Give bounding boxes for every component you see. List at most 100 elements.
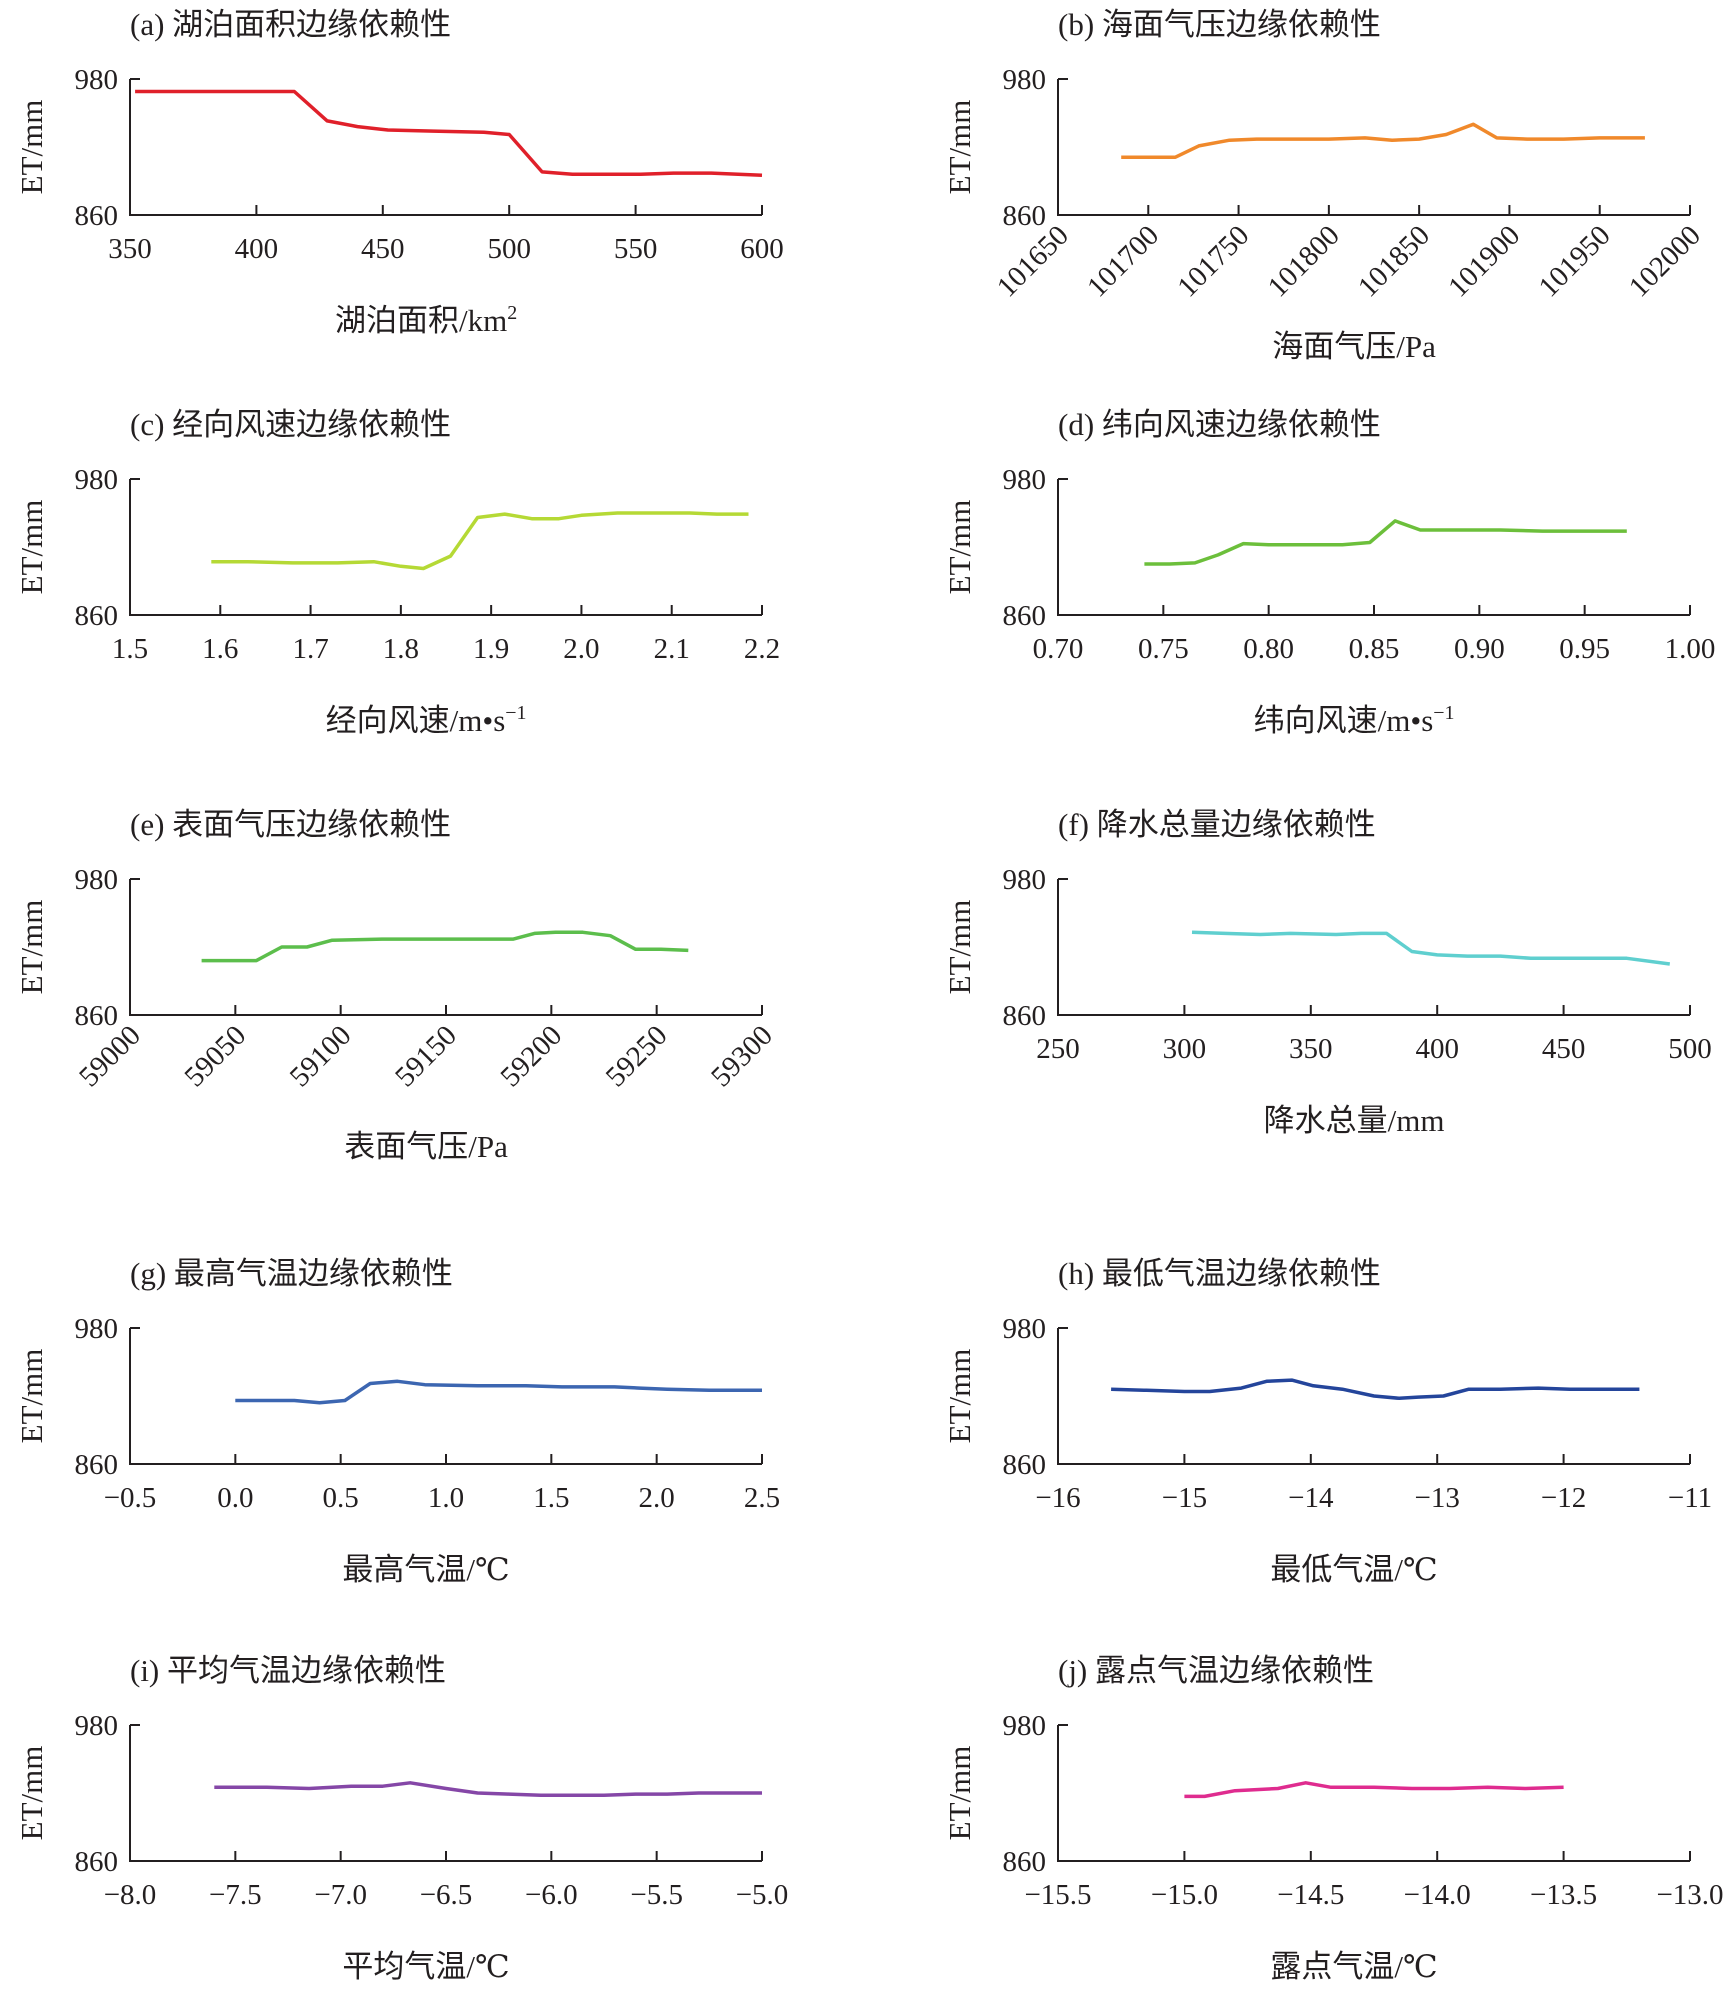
y-tick-label: 860 xyxy=(75,1000,119,1032)
x-tick-label: −8.0 xyxy=(104,1879,157,1911)
x-axis-label: 海面气压/Pa xyxy=(1272,329,1436,364)
y-axis-label: ET/mm xyxy=(942,900,977,995)
chart-panel-d: (d) 纬向风速边缘依赖性 860 980 ET/mm 0.70 0.75 0.80 0.85… xyxy=(942,407,1715,738)
x-tick-label: −15.5 xyxy=(1024,1879,1091,1911)
x-tick-label: 102000 xyxy=(1623,219,1707,303)
series-line xyxy=(1184,1781,1564,1799)
x-tick-label: 1.5 xyxy=(112,633,148,665)
x-tick-label: −5.0 xyxy=(736,1879,789,1911)
x-tick-label: 350 xyxy=(108,233,152,265)
chart-title: (j) 露点气温边缘依赖性 xyxy=(1058,1653,1374,1688)
x-tick-label: 550 xyxy=(614,233,658,265)
chart-panel-j: (j) 露点气温边缘依赖性 860 980 ET/mm −15.5 −15.0 −14.5 −… xyxy=(942,1653,1724,1984)
x-axis-label: 湖泊面积/km2 xyxy=(335,302,517,338)
series-line xyxy=(1111,1378,1640,1401)
x-tick-label: 1.8 xyxy=(383,633,419,665)
x-tick-label: 101750 xyxy=(1171,219,1255,303)
x-tick-label: 350 xyxy=(1289,1033,1333,1065)
x-tick-label: 450 xyxy=(361,233,405,265)
chart-title: (d) 纬向风速边缘依赖性 xyxy=(1058,407,1381,442)
x-tick-label: 2.5 xyxy=(744,1482,780,1514)
x-tick-label: 1.0 xyxy=(428,1482,464,1514)
y-tick-label: 980 xyxy=(1003,1710,1047,1742)
x-tick-label: −14.5 xyxy=(1277,1879,1344,1911)
x-tick-label: −16 xyxy=(1035,1482,1080,1514)
x-tick-label: 59050 xyxy=(178,1019,252,1093)
x-tick-label: 0.70 xyxy=(1033,633,1084,665)
y-tick-label: 980 xyxy=(75,64,119,96)
axis-lines xyxy=(1057,1725,1690,1862)
x-axis-label: 经向风速/m•s−1 xyxy=(326,702,527,738)
x-tick-label: −15 xyxy=(1162,1482,1207,1514)
y-tick-label: 860 xyxy=(1003,1449,1047,1481)
chart-title: (g) 最高气温边缘依赖性 xyxy=(130,1256,453,1291)
y-axis-label: ET/mm xyxy=(14,1746,49,1841)
y-axis-label: ET/mm xyxy=(14,900,49,995)
x-tick-label: 59250 xyxy=(600,1019,674,1093)
y-axis-label: ET/mm xyxy=(942,1746,977,1841)
y-tick-label: 860 xyxy=(1003,1846,1047,1878)
x-tick-label: 0.85 xyxy=(1349,633,1400,665)
axis-lines xyxy=(1057,479,1690,616)
x-tick-label: 59300 xyxy=(705,1019,779,1093)
x-tick-label: 101700 xyxy=(1081,219,1165,303)
series-line xyxy=(211,511,749,571)
axis-lines xyxy=(1057,879,1690,1016)
x-tick-label: −7.0 xyxy=(314,1879,367,1911)
series-line xyxy=(201,930,689,963)
x-tick-label: −13.5 xyxy=(1530,1879,1597,1911)
chart-panel-c: (c) 经向风速边缘依赖性 860 980 ET/mm 1.5 1.6 1.7 1.8 1.9 2… xyxy=(14,407,780,738)
x-axis-label: 露点气温/℃ xyxy=(1270,1949,1437,1984)
series-line xyxy=(1121,122,1645,159)
chart-title: (c) 经向风速边缘依赖性 xyxy=(130,407,451,442)
y-tick-label: 980 xyxy=(75,864,119,896)
y-tick-label: 980 xyxy=(75,1313,119,1345)
x-tick-label: −12 xyxy=(1541,1482,1586,1514)
y-tick-label: 860 xyxy=(75,200,119,232)
x-tick-label: −5.5 xyxy=(630,1879,683,1911)
y-axis-label: ET/mm xyxy=(942,1349,977,1444)
chart-panel-g: (g) 最高气温边缘依赖性 860 980 ET/mm −0.5 0.0 0.5 1.0 1.5… xyxy=(14,1256,780,1587)
x-tick-label: 1.9 xyxy=(473,633,509,665)
x-tick-label: 600 xyxy=(740,233,784,265)
y-axis-label: ET/mm xyxy=(942,500,977,595)
y-axis-label: ET/mm xyxy=(14,100,49,195)
series-line xyxy=(1144,519,1627,566)
chart-title: (e) 表面气压边缘依赖性 xyxy=(130,807,451,842)
x-tick-label: −0.5 xyxy=(104,1482,157,1514)
y-tick-label: 980 xyxy=(1003,464,1047,496)
x-axis-label: 降水总量/mm xyxy=(1264,1103,1445,1138)
y-axis-label: ET/mm xyxy=(942,100,977,195)
x-tick-label: −7.5 xyxy=(209,1879,262,1911)
x-tick-label: 500 xyxy=(1668,1033,1712,1065)
y-tick-label: 860 xyxy=(75,1846,119,1878)
x-tick-label: −6.5 xyxy=(420,1879,473,1911)
y-tick-label: 860 xyxy=(75,1449,119,1481)
x-tick-label: 400 xyxy=(1415,1033,1459,1065)
axis-lines xyxy=(129,1328,762,1465)
x-tick-label: 2.0 xyxy=(563,633,599,665)
x-tick-label: 1.5 xyxy=(533,1482,569,1514)
x-axis-label: 最低气温/℃ xyxy=(1270,1552,1437,1587)
x-tick-label: 1.7 xyxy=(292,633,328,665)
y-tick-label: 980 xyxy=(1003,1313,1047,1345)
x-tick-label: 1.6 xyxy=(202,633,238,665)
x-tick-label: 59200 xyxy=(494,1019,568,1093)
chart-panel-a: (a) 湖泊面积边缘依赖性 860 980 ET/mm 350 400 450 500 550 6… xyxy=(14,7,784,338)
x-tick-label: 101950 xyxy=(1533,219,1617,303)
chart-title: (f) 降水总量边缘依赖性 xyxy=(1058,807,1376,842)
x-tick-label: 0.90 xyxy=(1454,633,1505,665)
x-tick-label: 450 xyxy=(1542,1033,1586,1065)
series-line xyxy=(135,89,763,178)
y-tick-label: 860 xyxy=(1003,600,1047,632)
x-tick-label: 400 xyxy=(235,233,279,265)
x-tick-label: 2.2 xyxy=(744,633,780,665)
x-tick-label: 0.95 xyxy=(1559,633,1610,665)
y-tick-label: 860 xyxy=(1003,1000,1047,1032)
y-tick-label: 860 xyxy=(1003,200,1047,232)
x-tick-label: 0.0 xyxy=(217,1482,253,1514)
x-tick-label: 250 xyxy=(1036,1033,1080,1065)
x-tick-label: 500 xyxy=(487,233,531,265)
